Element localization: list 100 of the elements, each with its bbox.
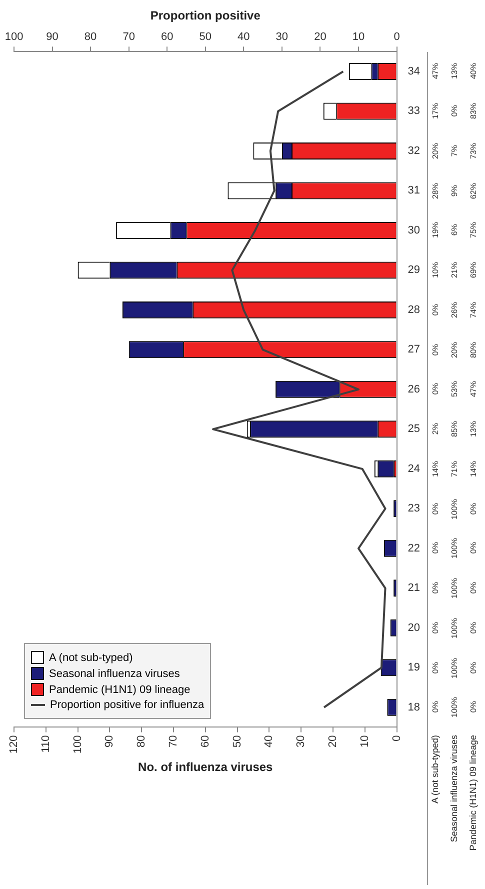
text: 83% [469, 103, 478, 120]
text: 0% [431, 582, 440, 594]
x2-tick-label: 40 [238, 31, 250, 44]
y-tick-label: 34 [408, 66, 420, 78]
y-tick-label: 31 [408, 184, 420, 197]
text: 0% [431, 662, 440, 674]
y-tick-label: 20 [408, 622, 420, 634]
x-tick-label: 20 [327, 735, 339, 748]
text: 0% [431, 304, 440, 316]
x2-tick-label: 30 [276, 31, 288, 44]
legend-label: Proportion positive for influenza [50, 699, 204, 712]
legend-label: A (not sub-typed) [49, 652, 133, 664]
text: 6% [450, 224, 459, 236]
y-tick-label: 28 [408, 304, 420, 316]
text: Seasonal influenza viruses [449, 735, 459, 842]
text: 20% [431, 142, 440, 159]
x-tick-label: 30 [295, 735, 308, 748]
text: 10% [431, 262, 440, 278]
x-tick-label: 80 [136, 735, 148, 748]
text: 13% [450, 63, 459, 80]
text: 80% [469, 342, 478, 358]
text: 100% [450, 498, 459, 520]
x2-tick-label: 80 [84, 31, 97, 44]
x2-tick-label: 70 [122, 31, 135, 44]
text: 7% [450, 144, 459, 157]
y-tick-label: 25 [408, 423, 420, 436]
text: Pandemic (H1N1) 09 lineage [468, 735, 478, 851]
y-tick-label: 21 [408, 582, 420, 594]
text: 100% [450, 578, 459, 599]
text: 0% [431, 542, 440, 554]
text: 0% [469, 701, 478, 713]
x-tick-label: 90 [104, 735, 116, 748]
x-axis-title: No. of influenza viruses [138, 760, 274, 774]
x-tick-label: 40 [263, 735, 276, 748]
y-tick-label: 22 [408, 542, 420, 554]
x2-tick-label: 50 [199, 31, 212, 44]
x-tick-label: 120 [8, 735, 20, 754]
x-tick-label: 10 [358, 735, 371, 748]
x-tick-label: 50 [231, 735, 244, 748]
text: 100% [450, 618, 459, 638]
text: 14% [469, 460, 478, 477]
x2-tick-label: 90 [46, 31, 58, 44]
text: 0% [469, 622, 478, 634]
legend-label: Seasonal influenza viruses [49, 668, 180, 680]
text: 9% [450, 184, 459, 196]
text: 100% [450, 658, 459, 678]
text: 100% [450, 538, 459, 559]
text: A (not sub-typed) [430, 735, 440, 804]
text: 75% [469, 222, 478, 238]
text: 53% [450, 381, 459, 398]
text: 0% [431, 344, 440, 356]
text: 21% [450, 262, 459, 278]
text: 19% [431, 222, 440, 238]
text: 0% [431, 383, 440, 395]
text: 71% [450, 460, 459, 477]
text: 2% [431, 423, 440, 435]
text: 0% [431, 701, 440, 713]
y-tick-label: 26 [408, 383, 420, 396]
x2-tick-label: 10 [352, 31, 365, 44]
x2-tick-label: 20 [314, 31, 326, 44]
text: 0% [469, 542, 478, 554]
x-tick-label: 70 [168, 735, 180, 748]
legend-label: Pandemic (H1N1) 09 lineage [49, 684, 190, 696]
text: 0% [431, 502, 440, 514]
x-tick-label: 100 [72, 735, 84, 754]
text: 17% [431, 103, 440, 120]
text: 47% [469, 381, 478, 398]
y-tick-label: 33 [408, 105, 420, 118]
text: 13% [469, 421, 478, 438]
text: 0% [469, 582, 478, 594]
text: 100% [450, 697, 459, 718]
text: 73% [469, 142, 478, 159]
text: 85% [450, 421, 459, 438]
text: 62% [469, 182, 478, 199]
text: 40% [469, 63, 478, 80]
text: 69% [469, 262, 478, 278]
text: 26% [450, 302, 459, 318]
x-tick-label: 0 [390, 735, 403, 742]
x-tick-label: 110 [40, 735, 52, 753]
y-tick-label: 24 [408, 462, 420, 475]
y-tick-label: 32 [408, 144, 420, 157]
text: 0% [450, 105, 459, 117]
x2-axis-title: Proportion positive [150, 8, 261, 23]
x-tick-label: 60 [199, 735, 212, 748]
text: 0% [469, 662, 478, 674]
x2-tick-label: 100 [4, 31, 24, 44]
text: 74% [469, 302, 478, 318]
x2-tick-label: 60 [160, 31, 174, 44]
text: 28% [431, 182, 440, 199]
text: 20% [450, 342, 459, 358]
text: 14% [431, 460, 440, 477]
y-tick-label: 27 [408, 344, 420, 356]
y-tick-label: 30 [408, 224, 420, 236]
text: 47% [431, 63, 440, 80]
y-tick-label: 19 [408, 662, 420, 674]
x2-tick-label: 0 [394, 31, 400, 44]
y-tick-label: 29 [408, 264, 420, 276]
y-tick-label: 18 [408, 701, 420, 714]
text: 0% [469, 502, 478, 514]
y-tick-label: 23 [408, 502, 420, 515]
